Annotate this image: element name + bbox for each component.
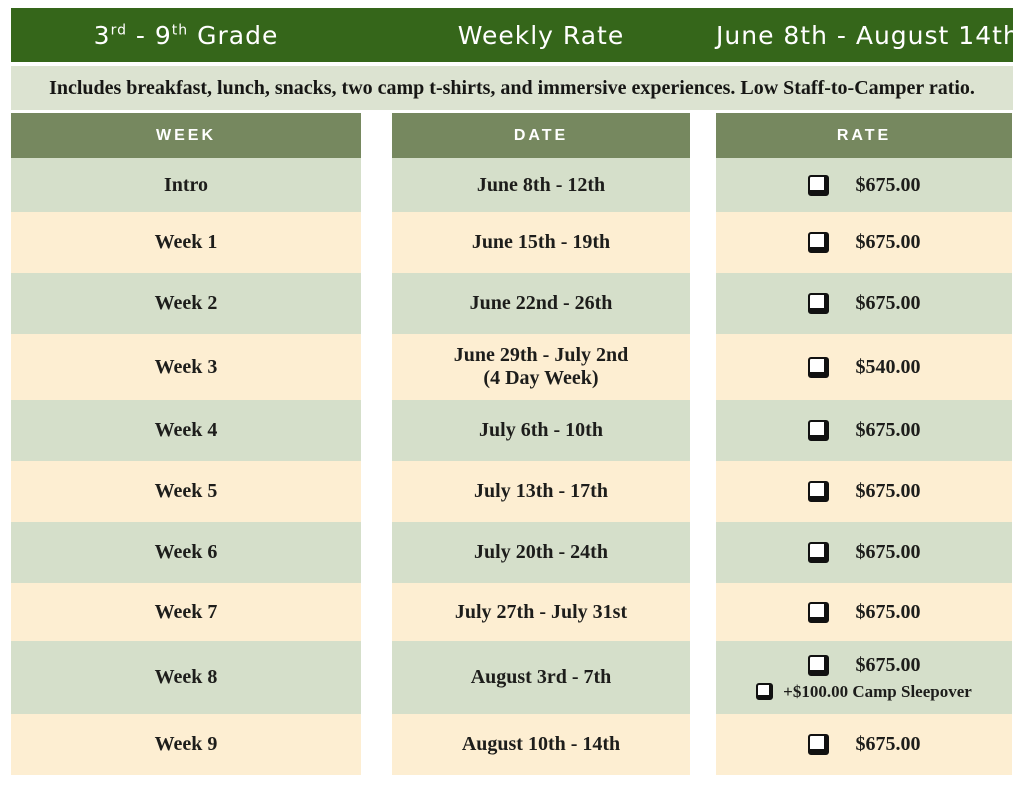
- rate-checkbox-icon[interactable]: [807, 232, 829, 253]
- rate-checkbox-icon[interactable]: [807, 734, 829, 755]
- price-label: $675.00: [855, 541, 921, 563]
- week-label: Week 5: [154, 480, 218, 502]
- week-label: Week 6: [154, 541, 218, 563]
- weekly-rate-title: Weekly Rate: [457, 20, 625, 50]
- price-label: $675.00: [855, 480, 921, 502]
- table-row: Week 6 July 20th - 24th $675.00: [11, 522, 1013, 583]
- rate-checkbox-icon[interactable]: [807, 601, 829, 623]
- week-label: Week 9: [154, 733, 218, 755]
- price-label: $675.00: [855, 173, 921, 196]
- price-label: $675.00: [855, 231, 921, 253]
- date-label: July 13th - 17th: [474, 480, 608, 502]
- table-row: Week 2 June 22nd - 26th $675.00: [11, 273, 1013, 334]
- rate-checkbox-icon[interactable]: [807, 481, 829, 502]
- week-label: Week 7: [154, 600, 218, 623]
- date-label: June 8th - 12th: [476, 173, 606, 196]
- inclusions-text: Includes breakfast, lunch, snacks, two c…: [49, 76, 975, 99]
- price-label: $675.00: [855, 733, 921, 755]
- week-label: Intro: [163, 173, 209, 196]
- price-label: $675.00: [855, 653, 921, 676]
- column-header-rate: RATE: [716, 113, 1012, 158]
- rate-checkbox-icon[interactable]: [807, 420, 829, 441]
- sleepover-addon: +$100.00 Camp Sleepover: [756, 682, 972, 702]
- table-row: Week 8 August 3rd - 7th $675.00 +$100.00…: [11, 641, 1013, 714]
- rate-checkbox-icon[interactable]: [807, 542, 829, 563]
- date-label: June 22nd - 26th: [469, 292, 613, 314]
- table-row: Week 7 July 27th - July 31st $675.00: [11, 583, 1013, 641]
- date-label: June 15th - 19th: [471, 231, 611, 253]
- table-row: Week 5 July 13th - 17th $675.00: [11, 461, 1013, 522]
- table-row: Week 3 June 29th - July 2nd (4 Day Week)…: [11, 334, 1013, 400]
- price-label: $540.00: [855, 355, 921, 378]
- price-label: $675.00: [855, 600, 921, 623]
- table-row: Intro June 8th - 12th $675.00: [11, 158, 1013, 212]
- date-label: June 29th - July 2nd (4 Day Week): [453, 344, 629, 389]
- column-header-week: WEEK: [11, 113, 361, 158]
- column-header-date: DATE: [392, 113, 690, 158]
- rate-checkbox-icon[interactable]: [807, 174, 829, 196]
- title-bar: 3rd - 9th Grade Weekly Rate June 8th - A…: [11, 8, 1020, 62]
- grade-range-title: 3rd - 9th Grade: [93, 20, 279, 50]
- inclusions-banner: Includes breakfast, lunch, snacks, two c…: [11, 66, 1013, 110]
- week-label: Week 2: [154, 292, 218, 314]
- date-label: August 10th - 14th: [461, 733, 621, 755]
- week-label: Week 3: [154, 355, 218, 378]
- table-row: Week 9 August 10th - 14th $675.00: [11, 714, 1013, 775]
- pricing-table: WEEK DATE RATE Intro June 8th - 12th $67…: [11, 113, 1013, 775]
- price-label: $675.00: [855, 292, 921, 314]
- table-row: Week 4 July 6th - 10th $675.00: [11, 400, 1013, 461]
- price-label: $675.00: [855, 419, 921, 441]
- camp-pricing-flyer: 3rd - 9th Grade Weekly Rate June 8th - A…: [11, 8, 1020, 775]
- week-label: Week 8: [154, 666, 218, 688]
- week-label: Week 4: [154, 419, 218, 441]
- rate-checkbox-icon[interactable]: [807, 293, 829, 314]
- addon-label: +$100.00 Camp Sleepover: [783, 681, 972, 701]
- rate-checkbox-icon[interactable]: [807, 654, 829, 676]
- addon-checkbox-icon[interactable]: [756, 683, 774, 700]
- date-note: (4 Day Week): [483, 367, 599, 389]
- table-row: Week 1 June 15th - 19th $675.00: [11, 212, 1013, 273]
- date-label: July 27th - July 31st: [454, 600, 628, 623]
- date-label: July 20th - 24th: [474, 541, 608, 563]
- rate-checkbox-icon[interactable]: [807, 356, 829, 378]
- date-label: July 6th - 10th: [479, 419, 603, 441]
- week-label: Week 1: [154, 231, 218, 253]
- table-header-row: WEEK DATE RATE: [11, 113, 1013, 158]
- season-dates-title: June 8th - August 14th: [716, 20, 1020, 50]
- date-label: August 3rd - 7th: [470, 666, 612, 688]
